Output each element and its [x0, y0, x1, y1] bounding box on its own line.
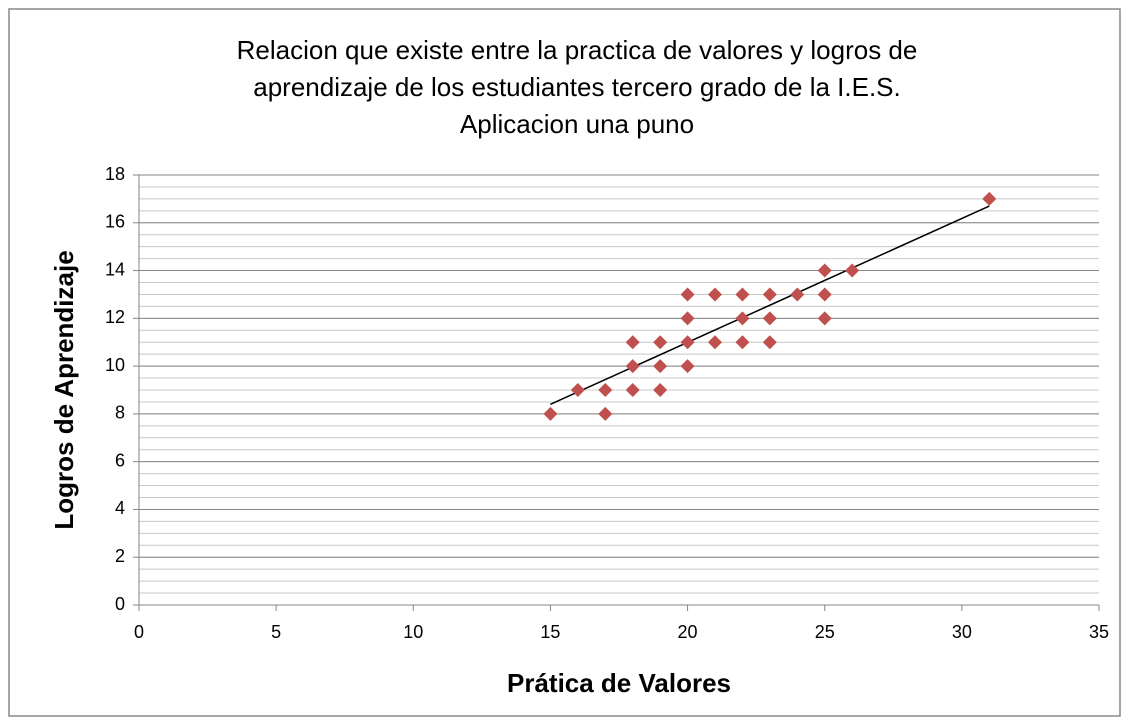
scatter-point: [708, 335, 722, 350]
scatter-point: [680, 335, 695, 350]
scatter-point: [598, 406, 613, 421]
y-tick-label: 16: [105, 212, 125, 232]
scatter-point: [680, 287, 695, 302]
chart-title: Relacion que existe entre la practica de…: [237, 35, 918, 65]
scatter-point: [625, 335, 640, 350]
scatter-point: [680, 359, 695, 374]
y-tick-label: 8: [115, 403, 125, 423]
scatter-point: [735, 311, 750, 326]
scatter-point: [708, 287, 722, 302]
scatter-point: [845, 263, 860, 278]
y-axis-label: Logros de Aprendizaje: [49, 250, 79, 529]
x-tick-label: 25: [815, 622, 835, 642]
x-tick-label: 35: [1089, 622, 1109, 642]
x-axis-label: Prática de Valores: [507, 668, 731, 698]
x-tick-label: 10: [403, 622, 423, 642]
scatter-point: [762, 335, 777, 350]
y-tick-label: 2: [115, 546, 125, 566]
scatter-point: [625, 359, 640, 374]
chart-title: Aplicacion una puno: [460, 109, 694, 139]
scatter-point: [982, 191, 997, 206]
y-tick-label: 4: [115, 498, 125, 518]
scatter-point: [817, 287, 832, 302]
scatter-point: [680, 311, 695, 326]
scatter-point: [570, 383, 585, 397]
scatter-point: [543, 406, 558, 421]
x-tick-label: 5: [271, 622, 281, 642]
chart-title: aprendizaje de los estudiantes tercero g…: [253, 72, 901, 102]
scatter-point: [762, 311, 777, 326]
chart-border: [8, 8, 1121, 717]
x-tick-label: 0: [134, 622, 144, 642]
y-tick-label: 14: [105, 259, 125, 279]
scatter-point: [625, 383, 640, 397]
scatter-point: [653, 383, 668, 397]
y-tick-label: 10: [105, 355, 125, 375]
x-tick-label: 30: [952, 622, 972, 642]
scatter-point: [735, 287, 750, 302]
scatter-point: [817, 311, 832, 326]
scatter-point: [598, 383, 613, 397]
scatter-point: [762, 287, 777, 302]
y-tick-label: 0: [115, 594, 125, 614]
scatter-point: [653, 335, 668, 350]
scatter-point: [735, 335, 750, 350]
scatter-point: [653, 359, 668, 374]
scatter-point: [817, 263, 832, 278]
y-tick-label: 18: [105, 164, 125, 184]
trendline: [550, 205, 990, 406]
y-tick-label: 6: [115, 450, 125, 470]
x-tick-label: 15: [540, 622, 560, 642]
scatter-point: [790, 287, 805, 302]
y-tick-label: 12: [105, 307, 125, 327]
x-tick-label: 20: [678, 622, 698, 642]
